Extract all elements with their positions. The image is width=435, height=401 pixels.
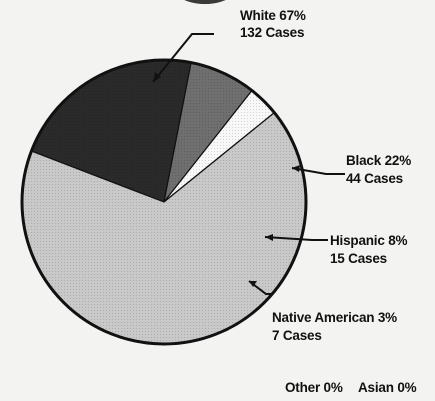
leader-white <box>152 33 214 83</box>
label-native-american-percent: Native American 3% <box>272 310 397 325</box>
label-hispanic-percent: Hispanic 8% <box>330 233 408 248</box>
label-asian: Asian 0% <box>358 380 417 395</box>
arrowhead-native-american <box>249 281 257 287</box>
pie-slice-texture-white <box>22 112 307 344</box>
leader-hispanic <box>264 236 328 241</box>
label-black-cases: 44 Cases <box>346 171 403 186</box>
leader-arrowheads <box>153 72 300 287</box>
arrowhead-white <box>153 72 161 82</box>
pie-outline <box>20 58 308 346</box>
label-black-percent: Black 22% <box>346 153 411 168</box>
pie-slice-texture-native-american <box>164 90 275 202</box>
leader-native-american <box>248 280 272 295</box>
arrowhead-hispanic <box>265 234 273 241</box>
cropped-top-shape <box>184 0 226 4</box>
leader-black <box>291 167 345 175</box>
label-white-cases: 132 Cases <box>240 25 304 40</box>
label-other: Other 0% <box>285 380 343 395</box>
pie-slice-texture-hispanic <box>164 62 252 202</box>
label-native-american-cases: 7 Cases <box>272 328 322 343</box>
leader-lines <box>152 33 345 295</box>
label-hispanic-cases: 15 Cases <box>330 251 387 266</box>
label-white-percent: White 67% <box>240 8 306 23</box>
arrowhead-black <box>292 165 300 172</box>
